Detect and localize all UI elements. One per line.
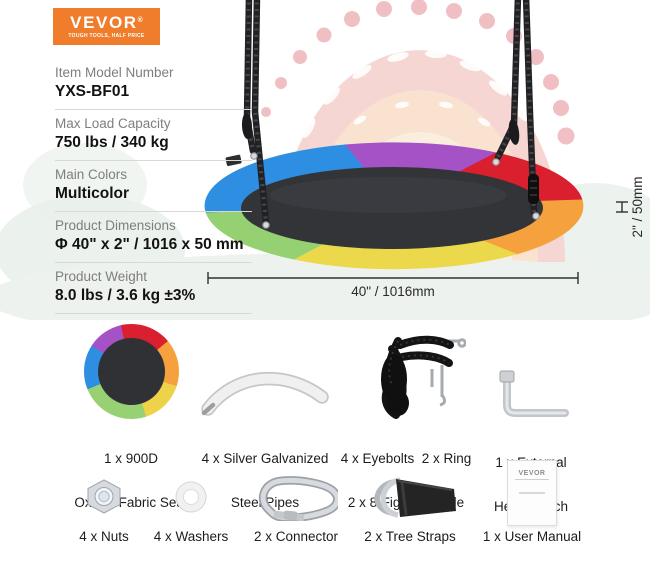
fabric-seat-icon [83, 324, 179, 419]
arc-dots [261, 0, 575, 145]
part-item-connector: 2 x Connector [226, 470, 366, 545]
user-manual-icon: VEVOR [507, 460, 557, 526]
hanging-ropes [241, 0, 540, 229]
arc-spots [302, 49, 528, 163]
part-item-fabric-seat: 1 x 900D Oxford Fabric Seat [56, 315, 206, 539]
spec-item-load-capacity: Max Load Capacity 750 lbs / 340 kg [55, 110, 252, 161]
thickness-dimension-label: 2" / 50mm [630, 176, 645, 237]
carabiner-icon [258, 476, 338, 521]
rope-eyelets [250, 152, 540, 229]
part-item-user-manual: VEVOR 1 x User Manual [462, 460, 602, 545]
rope-knot [241, 113, 253, 139]
part-item-nuts: 4 x Nuts [44, 470, 164, 545]
vevor-logo: VEVOR® TOUGH TOOLS, HALF PRICE [53, 8, 160, 45]
spec-item-main-colors: Main Colors Multicolor [55, 161, 252, 212]
part-item-rope-hardware: 4 x Eyebolts 2 x Ring 2 x 8-Figure Buckl… [318, 315, 494, 539]
rope-hardware-icon [381, 335, 466, 419]
hex-wrench-icon [499, 370, 569, 417]
dimension-annotations [207, 201, 628, 284]
swing-illustration: 40" / 1016mm 2" / 50mm [0, 0, 650, 320]
logo-brand-text: VEVOR® [70, 13, 143, 32]
part-item-tree-straps: 2 x Tree Straps [340, 470, 480, 545]
spec-item-dimensions: Product Dimensions Φ 40" x 2" / 1016 x 5… [55, 212, 252, 263]
spec-item-model-number: Item Model Number YXS-BF01 [55, 59, 252, 110]
rope-knot [508, 119, 520, 145]
nut-icon [87, 479, 121, 514]
washer-icon [175, 481, 207, 513]
part-item-steel-pipes: 4 x Silver Galvanized Steel Pipes [190, 315, 340, 539]
width-dimension-label: 40" / 1016mm [351, 284, 435, 299]
steel-pipe-icon [201, 371, 329, 416]
spec-list: Item Model Number YXS-BF01 Max Load Capa… [55, 59, 252, 314]
part-item-washers: 4 x Washers [131, 470, 251, 545]
tree-strap-icon [374, 477, 456, 518]
spec-item-weight: Product Weight 8.0 lbs / 3.6 kg ±3% [55, 263, 252, 314]
logo-tagline: TOUGH TOOLS, HALF PRICE [68, 33, 145, 39]
rope-adjuster [528, 174, 539, 204]
